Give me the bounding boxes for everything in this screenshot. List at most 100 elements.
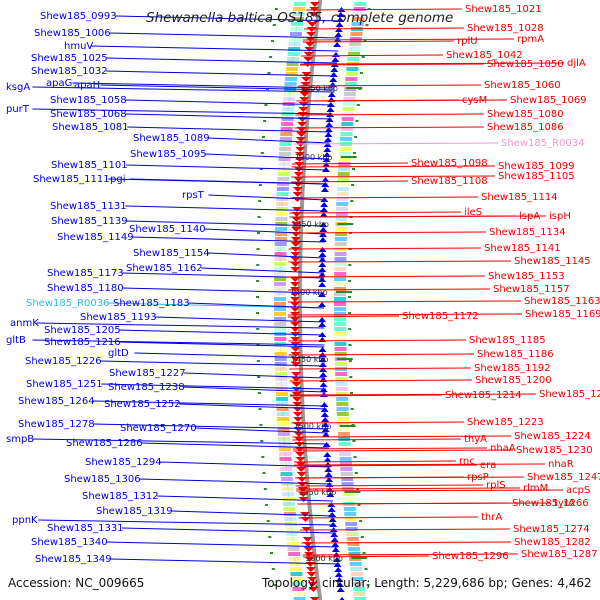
forward-gene-arrow (330, 537, 339, 542)
left-gene-label: Shew185_1089 (133, 133, 210, 144)
left-gene-label: Shew185_1264 (18, 396, 95, 407)
right-leader (289, 215, 547, 218)
cog-block (346, 537, 359, 541)
cog-block (342, 112, 355, 116)
tick-dot (256, 312, 260, 314)
forward-gene-arrow (318, 322, 327, 327)
cog-block (282, 497, 295, 501)
cog-block (282, 492, 295, 496)
left-leader (127, 126, 331, 133)
right-gene-label: Shew185_1274 (513, 524, 590, 535)
tick-dot (271, 568, 275, 570)
right-gene-label: ispH (549, 211, 571, 222)
reverse-gene-arrow (290, 302, 301, 307)
tick-dot (272, 24, 276, 26)
right-leader (290, 180, 409, 183)
cog-block (284, 517, 297, 521)
right-gene-label: rnc (459, 456, 475, 467)
tick-dot (349, 392, 353, 394)
cog-block (279, 137, 292, 141)
reverse-gene-arrow (300, 512, 311, 517)
cog-block (334, 332, 347, 336)
cog-block (275, 382, 288, 386)
reverse-gene-arrow (290, 297, 301, 302)
reverse-gene-arrow (304, 47, 315, 52)
forward-gene-arrow (339, 597, 345, 600)
forward-gene-arrow (319, 227, 328, 232)
left-leader (171, 510, 335, 517)
reverse-gene-arrow (303, 57, 314, 62)
cog-block (335, 217, 348, 221)
cog-block (279, 142, 292, 146)
cog-block (335, 232, 348, 236)
right-gene-label: rplS (486, 480, 506, 491)
forward-gene-arrow (323, 452, 332, 457)
right-gene-label: lspA (519, 211, 540, 222)
cog-block (291, 22, 304, 26)
left-leader (184, 372, 326, 379)
right-gene-label: nhaA (490, 443, 516, 454)
cog-block (345, 522, 358, 526)
cog-block (341, 122, 354, 126)
cog-block (334, 362, 347, 366)
reverse-gene-arrow (294, 447, 305, 452)
cog-block (339, 462, 352, 466)
cog-block (283, 502, 296, 506)
left-leader (125, 113, 332, 120)
cog-block (344, 512, 357, 516)
forward-gene-arrow (334, 567, 343, 572)
cog-block (334, 262, 347, 266)
reverse-gene-arrow (291, 372, 302, 377)
cog-block (276, 407, 289, 411)
tick-dot (260, 152, 264, 154)
tick-dot (259, 168, 263, 170)
left-gene-label: Shew185_1251 (26, 379, 103, 390)
cog-block (352, 587, 365, 591)
left-gene-label: Shew185_1068 (50, 109, 127, 120)
right-gene-label: Shew185_1203 (539, 389, 600, 400)
left-gene-label: Shew185_1162 (126, 263, 203, 274)
left-leader (155, 316, 325, 323)
forward-gene-arrow (332, 557, 341, 562)
right-gene-label: Shew185_1169 (525, 309, 600, 320)
right-gene-label: Shew185_1157 (493, 284, 570, 295)
tick-dot (263, 488, 267, 490)
cog-block (335, 372, 348, 376)
left-gene-label: gltD (108, 348, 129, 359)
right-leader (291, 162, 409, 165)
cog-block (274, 347, 287, 351)
forward-gene-arrow (320, 407, 329, 412)
forward-gene-arrow (324, 472, 333, 477)
cog-block (334, 267, 347, 271)
forward-gene-arrow (321, 417, 330, 422)
cog-block (281, 482, 294, 486)
reverse-gene-arrow (292, 412, 303, 417)
tick-dot (258, 184, 262, 186)
tick-dot (350, 200, 354, 202)
cog-block (280, 132, 293, 136)
left-gene-label: Shew185_1226 (25, 356, 102, 367)
reverse-gene-arrow (302, 537, 313, 542)
left-gene-label: Shew185_1101 (51, 160, 128, 171)
cog-block (274, 312, 287, 316)
cog-block (334, 312, 347, 316)
cog-block (293, 2, 306, 6)
forward-gene-arrow (331, 542, 340, 547)
tick-dot (258, 200, 262, 202)
reverse-gene-arrow (308, 12, 319, 17)
right-gene-label: tyrA (554, 498, 575, 509)
left-leader (100, 84, 335, 91)
right-leader (300, 63, 485, 66)
right-leader (295, 113, 485, 116)
right-leader (298, 516, 479, 519)
forward-gene-arrow (330, 67, 339, 72)
tick-dot (348, 264, 352, 266)
left-leader (126, 220, 326, 227)
cog-block (336, 407, 349, 411)
cog-block (283, 507, 296, 511)
tick-dot (359, 520, 363, 522)
cog-block (350, 572, 363, 576)
tick-dot (261, 136, 265, 138)
reverse-gene-arrow (294, 152, 305, 157)
